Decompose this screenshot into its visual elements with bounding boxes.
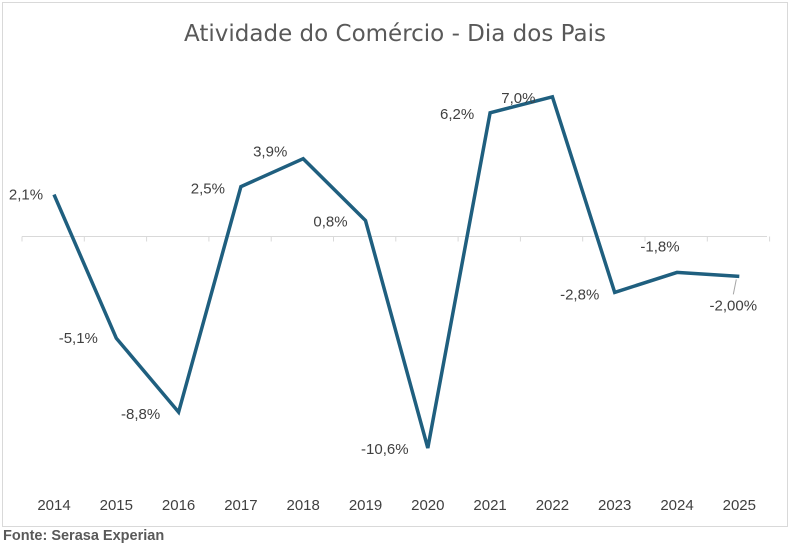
x-tick-label: 2020 [411, 497, 444, 514]
data-label: 6,2% [440, 106, 474, 123]
x-tick-label: 2021 [473, 497, 506, 514]
series-line-layer [52, 94, 740, 449]
data-label: -2,8% [560, 286, 599, 303]
data-label: 2,1% [9, 187, 43, 204]
x-tick-label: 2022 [536, 497, 569, 514]
data-label: -1,8% [640, 238, 679, 255]
x-tick-label: 2014 [37, 497, 70, 514]
chart-frame [2, 2, 788, 527]
chart-title: Atividade do Comércio - Dia dos Pais [184, 21, 606, 47]
data-label: 3,9% [253, 144, 287, 161]
data-label: 7,0% [501, 90, 535, 107]
x-tick-label: 2018 [287, 497, 320, 514]
data-label: 0,8% [313, 214, 347, 231]
x-axis [21, 236, 771, 242]
data-label-layer: 2,1% -5,1% -8,8% 2,5% 3,9% 0,8% -10,6% 6,2% 7,0%… [9, 90, 757, 458]
x-tick-label: 2015 [100, 497, 133, 514]
data-label: -5,1% [59, 330, 98, 347]
data-label: -2,00% [710, 297, 758, 314]
x-tick-label: 2019 [349, 497, 382, 514]
x-tick-label: 2024 [660, 497, 693, 514]
x-tick-label: 2016 [162, 497, 195, 514]
series-line [52, 94, 740, 449]
x-tick-label: 2023 [598, 497, 631, 514]
source-note: Fonte: Serasa Experian [3, 528, 165, 544]
data-label: -10,6% [361, 441, 409, 458]
x-tick-label: 2017 [224, 497, 257, 514]
x-tick-labels: 2014 2015 2016 2017 2018 2019 2020 2021 2022 2023… [37, 497, 756, 514]
data-label-leader [732, 279, 737, 295]
data-label: -8,8% [121, 406, 160, 423]
x-tick-label: 2025 [723, 497, 756, 514]
data-label: 2,5% [191, 181, 225, 198]
